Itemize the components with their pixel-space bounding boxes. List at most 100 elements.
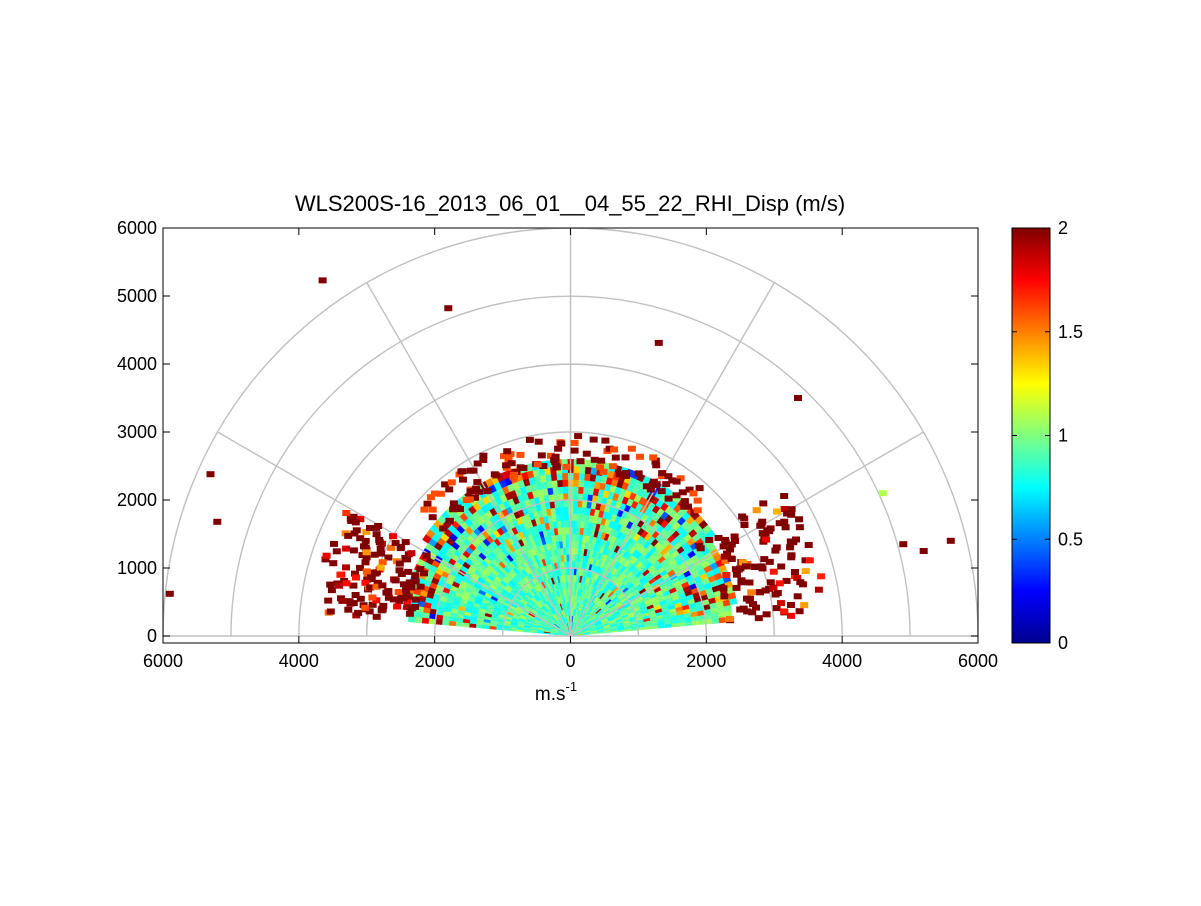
scan-cell xyxy=(571,582,573,589)
outlier-cell xyxy=(552,454,560,460)
outlier-cell xyxy=(705,537,713,543)
colorbar-tick-label: 1 xyxy=(1058,426,1068,446)
colorbar-tick-label: 2 xyxy=(1058,218,1068,238)
outlier-cell xyxy=(787,512,795,518)
scan-cell xyxy=(573,507,578,514)
outlier-cell xyxy=(791,569,799,575)
outlier-cell xyxy=(622,454,630,460)
outlier-cell xyxy=(330,541,338,547)
scan-cell xyxy=(576,534,580,541)
outlier-cell xyxy=(742,563,750,569)
outlier-cell xyxy=(652,462,660,468)
outlier-cell xyxy=(759,500,767,506)
x-axis-label: m.s-1 xyxy=(535,679,577,705)
outlier-cell xyxy=(574,433,582,439)
outlier-cell xyxy=(795,516,803,522)
outlier-cell xyxy=(800,602,808,608)
outlier-cell xyxy=(384,589,392,595)
outlier-cell xyxy=(694,507,702,513)
y-tick-label: 2000 xyxy=(117,490,157,510)
colorbar-tick-label: 1.5 xyxy=(1058,322,1083,342)
outlier-cell xyxy=(420,570,428,576)
colorbar-tick-label: 0 xyxy=(1058,633,1068,653)
outlier-cell xyxy=(792,537,800,543)
scan-cell xyxy=(572,541,576,548)
outlier-cell xyxy=(333,548,341,554)
scan-cell xyxy=(559,500,564,507)
scan-cell xyxy=(563,493,568,500)
outlier-cell xyxy=(780,519,788,525)
colorbar: 00.511.52 xyxy=(1012,218,1083,653)
outlier-cell xyxy=(402,587,410,593)
outlier-cell xyxy=(609,463,617,469)
outlier-cell xyxy=(760,556,768,562)
outlier-cell xyxy=(655,340,663,346)
outlier-cell xyxy=(444,305,452,311)
outlier-cell xyxy=(680,504,688,510)
outlier-cell xyxy=(747,589,755,595)
scan-cell xyxy=(462,623,469,627)
outlier-cell xyxy=(336,572,344,578)
scan-cell xyxy=(573,514,577,521)
outlier-cell xyxy=(780,493,788,499)
scan-cell xyxy=(449,621,456,626)
outlier-cell xyxy=(352,575,360,581)
outlier-cell xyxy=(571,448,579,454)
outlier-cell xyxy=(752,605,760,611)
outlier-cell xyxy=(815,587,823,593)
outlier-cell xyxy=(526,437,534,443)
outlier-cell xyxy=(920,548,928,554)
scan-cell xyxy=(573,493,578,500)
outlier-cell xyxy=(166,591,174,597)
outlier-cell xyxy=(597,458,605,464)
outlier-cell xyxy=(335,583,343,589)
outlier-cell xyxy=(412,597,420,603)
outlier-cell xyxy=(207,471,215,477)
outlier-cell xyxy=(329,560,337,566)
outlier-cell xyxy=(448,479,456,485)
scan-cell xyxy=(573,480,579,487)
x-tick-label: 6000 xyxy=(958,651,998,671)
x-tick-label: 4000 xyxy=(822,651,862,671)
outlier-cell xyxy=(446,518,454,524)
outlier-cell xyxy=(601,438,609,444)
scan-cell xyxy=(581,514,586,521)
outlier-cell xyxy=(643,483,651,489)
outlier-cell xyxy=(357,596,365,602)
scan-cell xyxy=(563,500,568,507)
outlier-cell xyxy=(344,607,352,613)
outlier-cell xyxy=(743,608,751,614)
scan-cell xyxy=(589,481,595,488)
scan-cell xyxy=(578,487,584,494)
outlier-cell xyxy=(715,535,723,541)
scan-cell xyxy=(572,527,576,534)
outlier-cell xyxy=(777,564,785,570)
scan-cell xyxy=(564,507,569,514)
outlier-cell xyxy=(510,475,518,481)
outlier-cell xyxy=(349,583,357,589)
scan-cell xyxy=(581,507,586,514)
outlier-cell xyxy=(534,461,542,467)
outlier-cell xyxy=(769,585,777,591)
outlier-cell xyxy=(612,455,620,461)
outlier-cell xyxy=(474,461,482,467)
scan-cell xyxy=(489,626,496,629)
outlier-cell xyxy=(733,572,741,578)
outlier-cell xyxy=(350,547,358,553)
scan-cell xyxy=(578,493,583,500)
outlier-cell xyxy=(473,479,481,485)
scan-cell xyxy=(590,467,597,475)
scan-cell xyxy=(562,473,568,480)
outlier-cell xyxy=(662,481,670,487)
outlier-cell xyxy=(787,554,795,560)
scan-cell xyxy=(563,486,568,493)
outlier-cell xyxy=(794,395,802,401)
outlier-cell xyxy=(538,452,546,458)
scan-cell xyxy=(577,500,582,507)
scan-cell xyxy=(564,514,568,521)
scan-cell xyxy=(565,520,569,527)
outlier-cell xyxy=(694,498,702,504)
outlier-cell xyxy=(635,470,643,476)
outlier-cell xyxy=(794,593,802,599)
